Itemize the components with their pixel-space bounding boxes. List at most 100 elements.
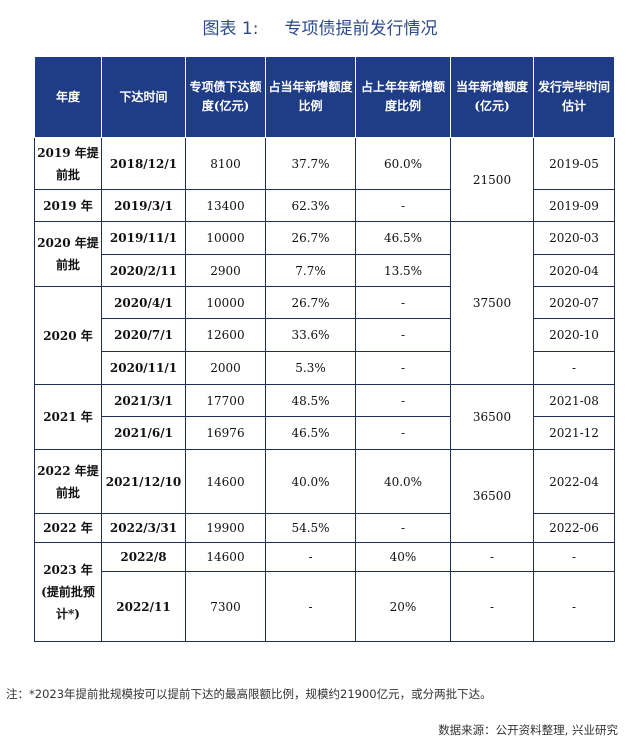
ratio-current-cell: 33.6%: [265, 318, 356, 352]
header-date: 下达时间: [101, 56, 186, 138]
header-ratio-current: 占当年新增额度比例: [265, 56, 356, 138]
new-quota-cell: 36500: [450, 384, 534, 450]
table-row: 2021 年 2021/3/1 17700 48.5% - 36500 2021…: [34, 384, 615, 450]
new-quota-cell: -: [450, 542, 534, 572]
header-row: 年度 下达时间 专项债下达额度(亿元) 占当年新增额度比例 占上年年新增额度比例…: [34, 56, 615, 138]
ratio-previous-cell: 40.0%: [355, 449, 451, 514]
quota-cell: 19900: [185, 513, 266, 543]
header-quota: 专项债下达额度(亿元): [185, 56, 266, 138]
ratio-current-cell: 7.7%: [265, 254, 356, 287]
quota-cell: 10000: [185, 221, 266, 255]
date-cell: 2022/11: [101, 571, 186, 642]
ratio-current-cell: 26.7%: [265, 221, 356, 255]
ratio-previous-cell: 13.5%: [355, 254, 451, 287]
ratio-current-cell: 48.5%: [265, 384, 356, 417]
finish-cell: -: [533, 351, 615, 385]
quota-cell: 8100: [185, 137, 266, 190]
table-row: 2023 年(提前批预计*) 2022/8 14600 - 40% - -: [34, 542, 615, 642]
finish-cell: 2022-06: [533, 513, 615, 543]
table-row: 2022 年提前批 2021/12/10 14600 40.0% 40.0% 3…: [34, 449, 615, 543]
ratio-previous-cell: -: [355, 286, 451, 319]
ratio-previous-cell: -: [355, 318, 451, 352]
date-cell: 2020/7/1: [101, 318, 186, 352]
table-row: 2021/6/1 16976 46.5% - 2021-12: [35, 416, 615, 450]
finish-cell: 2020-07: [533, 286, 615, 319]
date-cell: 2021/12/10: [101, 449, 186, 514]
finish-cell: 2020-04: [533, 254, 615, 287]
ratio-current-cell: 62.3%: [265, 189, 356, 222]
ratio-previous-cell: -: [355, 416, 451, 450]
finish-cell: -: [533, 542, 615, 572]
new-quota-cell: 36500: [450, 449, 534, 543]
quota-cell: 13400: [185, 189, 266, 222]
new-quota-cell: 21500: [450, 137, 534, 222]
year-cell: 2020 年: [34, 286, 102, 385]
ratio-current-cell: -: [265, 571, 356, 642]
new-quota-cell: -: [450, 571, 534, 642]
footnote: 注：*2023年提前批规模按可以提前下达的最高限额比例，规模约21900亿元，或…: [6, 687, 492, 701]
header-new-quota: 当年新增额度(亿元): [450, 56, 534, 138]
year-cell: 2023 年(提前批预计*): [34, 542, 102, 642]
finish-cell: -: [533, 571, 615, 642]
finish-cell: 2020-10: [533, 318, 615, 352]
date-cell: 2019/3/1: [101, 189, 186, 222]
quota-cell: 14600: [185, 449, 266, 514]
date-cell: 2020/2/11: [101, 254, 186, 287]
finish-cell: 2019-05: [533, 137, 615, 190]
year-cell: 2022 年: [34, 513, 102, 543]
quota-cell: 7300: [185, 571, 266, 642]
ratio-current-cell: 40.0%: [265, 449, 356, 514]
year-cell: 2021 年: [34, 384, 102, 450]
ratio-previous-cell: -: [355, 189, 451, 222]
year-cell: 2022 年提前批: [34, 449, 102, 514]
finish-cell: 2019-09: [533, 189, 615, 222]
table-row: 2022/11 7300 - 20% - -: [35, 571, 615, 642]
figure-caption: 专项债提前发行情况: [284, 19, 438, 39]
table-row: 2019 年提前批 2018/12/1 8100 37.7% 60.0% 215…: [34, 137, 615, 222]
special-bond-table: 年度 下达时间 专项债下达额度(亿元) 占当年新增额度比例 占上年年新增额度比例…: [34, 56, 615, 642]
table-row: 2019 年 2019/3/1 13400 62.3% - 2019-09: [34, 189, 615, 222]
ratio-current-cell: 37.7%: [265, 137, 356, 190]
ratio-current-cell: 54.5%: [265, 513, 356, 543]
date-cell: 2020/4/1: [101, 286, 186, 319]
quota-cell: 16976: [185, 416, 266, 450]
ratio-current-cell: 46.5%: [265, 416, 356, 450]
ratio-previous-cell: -: [355, 384, 451, 417]
quota-cell: 14600: [185, 542, 266, 572]
year-cell: 2019 年提前批: [34, 137, 102, 190]
quota-cell: 12600: [185, 318, 266, 352]
date-cell: 2020/11/1: [101, 351, 186, 385]
ratio-previous-cell: 46.5%: [355, 221, 451, 255]
new-quota-cell: 37500: [450, 221, 534, 385]
figure-label: 图表 1:: [202, 19, 259, 39]
quota-cell: 17700: [185, 384, 266, 417]
quota-cell: 10000: [185, 286, 266, 319]
figure-title: 图表 1: 专项债提前发行情况: [0, 14, 640, 39]
quota-cell: 2900: [185, 254, 266, 287]
year-cell: 2019 年: [34, 189, 102, 222]
finish-cell: 2021-08: [533, 384, 615, 417]
finish-cell: 2022-04: [533, 449, 615, 514]
ratio-previous-cell: 60.0%: [355, 137, 451, 190]
ratio-previous-cell: 40%: [355, 542, 451, 572]
date-cell: 2021/6/1: [101, 416, 186, 450]
ratio-current-cell: -: [265, 542, 356, 572]
quota-cell: 2000: [185, 351, 266, 385]
header-ratio-previous: 占上年年新增额度比例: [355, 56, 451, 138]
finish-cell: 2021-12: [533, 416, 615, 450]
date-cell: 2021/3/1: [101, 384, 186, 417]
date-cell: 2018/12/1: [101, 137, 186, 190]
table-row: 2020 年提前批 2019/11/1 10000 26.7% 46.5% 37…: [34, 221, 615, 385]
finish-cell: 2020-03: [533, 221, 615, 255]
header-year: 年度: [34, 56, 102, 138]
year-cell: 2020 年提前批: [34, 221, 102, 287]
table-row: 2020/7/1 12600 33.6% - 2020-10: [35, 318, 615, 352]
ratio-previous-cell: -: [355, 513, 451, 543]
date-cell: 2022/8: [101, 542, 186, 572]
header-finish: 发行完毕时间估计: [533, 56, 615, 138]
data-source: 数据来源：公开资料整理, 兴业研究: [438, 723, 618, 737]
table-row: 2020/2/11 2900 7.7% 13.5% 2020-04: [35, 254, 615, 287]
ratio-previous-cell: -: [355, 351, 451, 385]
date-cell: 2019/11/1: [101, 221, 186, 255]
date-cell: 2022/3/31: [101, 513, 186, 543]
